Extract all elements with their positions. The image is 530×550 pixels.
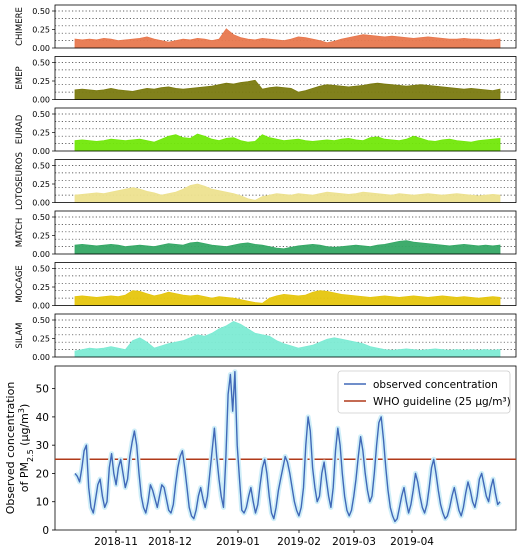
area-eurad: [74, 133, 501, 152]
main-panel: 0 10 20 30 40 50 2018-11 2018-12 2019-01 2019-02 2…: [4, 365, 517, 548]
y-tick-label: 0.00: [32, 353, 50, 362]
y-tick-label: 30: [36, 440, 49, 452]
panel-label: EMEP: [15, 66, 25, 89]
panel-frame: [54, 313, 517, 358]
y-tick-label: 0.00: [32, 44, 50, 53]
y-tick-label: 0.50: [32, 110, 50, 119]
panel-label: SILAM: [15, 323, 25, 349]
y-tick-label: 0.00: [32, 250, 50, 259]
panel-frame: [54, 56, 517, 100]
panel-silam: 0.00 0.25 0.50 SILAM: [15, 313, 517, 362]
legend: observed concentration WHO guideline (25 …: [337, 370, 511, 414]
y-tick-label: 0.25: [32, 335, 50, 344]
y-tick-label: 0.25: [32, 77, 50, 86]
y-tick-label: 0.25: [32, 232, 50, 241]
y-axis-label-part: (μg/m: [18, 413, 31, 449]
panel-mocage: 0.00 0.25 0.50 MOCAGE: [15, 262, 517, 311]
y-tick-label: 0.50: [32, 265, 50, 274]
observed-line: [74, 371, 501, 523]
area-lotoseuros: [74, 183, 501, 203]
area-emep: [74, 79, 501, 100]
y-tick-label: 0.25: [32, 129, 50, 138]
panel-eurad: 0.00 0.25 0.50 EURAD: [15, 107, 517, 156]
panel-frame: [54, 159, 517, 203]
x-tick-label: 2019-01: [216, 536, 260, 548]
y-tick-label: 0.00: [32, 147, 50, 156]
x-tick-label: 2019-02: [277, 536, 321, 548]
panel-frame: [54, 107, 517, 152]
panel-label: MOCAGE: [15, 265, 25, 303]
legend-entry: observed concentration: [373, 379, 498, 391]
area-match: [74, 240, 501, 255]
y-tick-label: 0.00: [32, 302, 50, 311]
legend-entry: WHO guideline (25 μg/m³): [373, 396, 511, 408]
y-axis-label-part: ): [18, 404, 31, 408]
x-tick-label: 2019-04: [390, 536, 434, 548]
panel-label: LOTOSEUROS: [15, 152, 25, 210]
area-mocage: [74, 290, 501, 306]
y-tick-label: 10: [36, 497, 49, 509]
y-tick-label: 0.25: [32, 180, 50, 189]
y-axis-label-part: of PM: [18, 462, 31, 492]
y-tick-label: 0.50: [32, 162, 50, 171]
panel-frame: [54, 262, 517, 306]
y-axis-label-part: 2.5: [26, 449, 35, 462]
panel-label: EURAD: [15, 114, 25, 144]
area-silam: [74, 321, 501, 358]
y-tick-label: 0.50: [32, 213, 50, 222]
y-tick-label: 0.25: [32, 283, 50, 292]
panel-frame: [54, 210, 517, 255]
panel-match: 0.00 0.25 0.50 MATCH: [15, 210, 517, 259]
panel-lotoseuros: 0.00 0.25 0.50 LOTOSEUROS: [15, 152, 517, 210]
y-tick-label: 50: [36, 384, 49, 396]
x-tick-label: 2018-11: [94, 536, 138, 548]
panel-frame: [54, 4, 517, 49]
panel-emep: 0.00 0.25 0.50 EMEP: [15, 56, 517, 105]
y-tick-label: 0.00: [32, 199, 50, 208]
y-tick-label: 0.50: [32, 59, 50, 68]
x-tick-label: 2018-12: [148, 536, 192, 548]
x-tick-label: 2019-03: [332, 536, 376, 548]
panel-label: MATCH: [15, 218, 25, 248]
y-axis-label-line1: Observed concentration: [4, 382, 17, 515]
y-tick-label: 0: [42, 525, 49, 537]
y-tick-label: 0.25: [32, 26, 50, 35]
y-axis-label-line2: of PM2.5 (μg/m3): [17, 404, 35, 493]
legend-box: [337, 370, 511, 414]
y-tick-label: 0.50: [32, 7, 50, 16]
y-tick-label: 0.50: [32, 316, 50, 325]
panel-label: CHIMERE: [15, 7, 25, 46]
y-tick-label: 40: [36, 412, 49, 424]
y-tick-label: 20: [36, 468, 49, 480]
area-chimere: [74, 28, 501, 49]
y-tick-label: 0.00: [32, 96, 50, 105]
y-axis-label-part: 3: [17, 408, 26, 413]
panel-chimere: 0.00 0.25 0.50 CHIMERE: [15, 4, 517, 53]
main-frame: [54, 365, 517, 531]
